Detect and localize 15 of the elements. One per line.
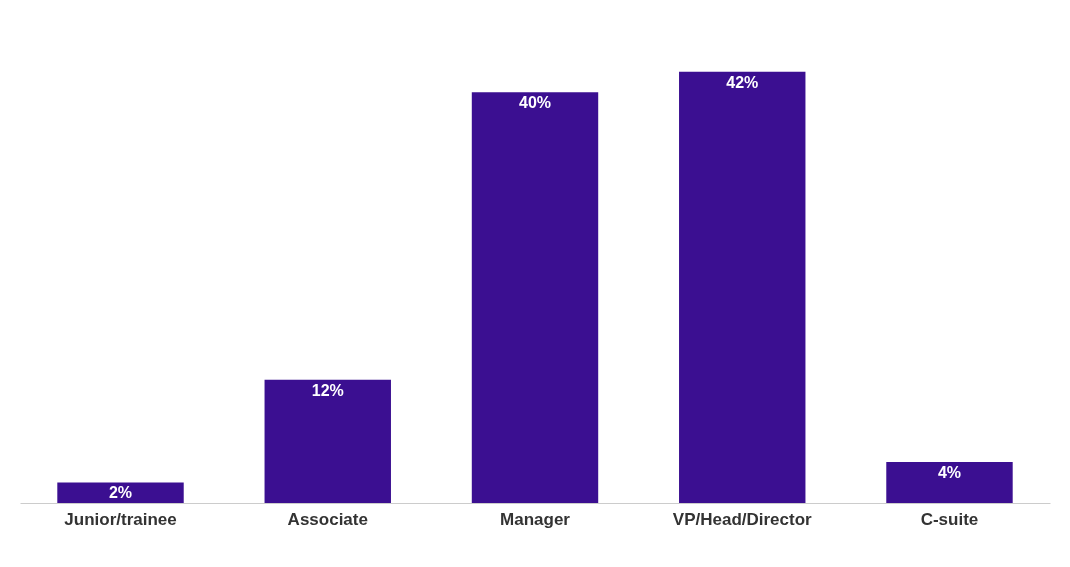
x-tick-label: C-suite (920, 509, 979, 529)
data-label: 4% (937, 463, 962, 481)
bar (679, 71, 806, 503)
data-label: 40% (518, 94, 552, 112)
bar (264, 379, 391, 503)
x-tick-label: Junior/trainee (64, 509, 177, 529)
data-label: 42% (726, 73, 759, 91)
bar (886, 461, 1013, 503)
x-tick-label: Manager (500, 509, 571, 529)
bar (57, 482, 184, 503)
data-label: 12% (311, 381, 344, 399)
data-label: 2% (108, 484, 133, 502)
x-tick-label: Associate (287, 509, 368, 529)
x-tick-label: VP/Head/Director (672, 509, 813, 529)
bar (471, 92, 599, 503)
